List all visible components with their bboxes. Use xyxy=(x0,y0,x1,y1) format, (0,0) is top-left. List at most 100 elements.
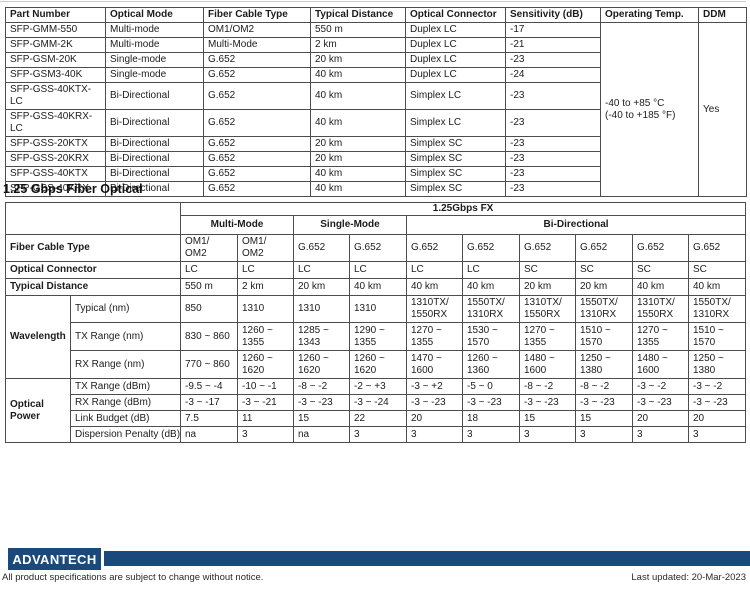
table-cell: 1260 ~ 1620 xyxy=(349,350,407,379)
part-number-cell: SFP-GSS-40KRX-LC xyxy=(5,109,106,137)
optical-power-group-label: Optical Power xyxy=(5,378,71,443)
table-cell: 1550TX/ 1310RX xyxy=(687,295,747,323)
fx-header-row: 1.25Gbps FX xyxy=(5,202,747,235)
table-cell: 830 ~ 860 xyxy=(180,322,238,351)
optical-connector-cell: Simplex SC xyxy=(405,181,506,197)
part-number-cell: SFP-GSS-40KTX-LC xyxy=(5,82,106,110)
table-cell: LC xyxy=(349,261,407,279)
column-header-optical-mode: Optical Mode xyxy=(105,7,204,23)
table-cell: -3 ~ -24 xyxy=(349,394,407,411)
typical-distance-cell: 20 km xyxy=(310,151,406,167)
table-cell: 20 km xyxy=(575,278,633,296)
table-cell: 20 xyxy=(406,410,463,427)
optical-connector-cell: Simplex LC xyxy=(405,109,506,137)
table-cell: 1270 ~ 1355 xyxy=(632,322,689,351)
table-cell: 20 km xyxy=(519,278,576,296)
row-label: Typical Distance xyxy=(5,278,181,296)
fiber-cable-type-cell: G.652 xyxy=(203,82,311,110)
optical-connector-row: Optical Connector LC LC LC LC LC LC SC S… xyxy=(5,261,747,279)
part-number-cell: SFP-GSM3-40K xyxy=(5,67,106,83)
dispersion-penalty-row: Dispersion Penalty (dB) na 3 na 3 3 3 3 … xyxy=(6,426,747,443)
optical-mode-cell: Single-mode xyxy=(105,67,204,83)
typical-distance-cell: 40 km xyxy=(310,82,406,110)
table-cell: SC xyxy=(575,261,633,279)
optical-connector-cell: Simplex SC xyxy=(405,151,506,167)
table-cell: 770 ~ 860 xyxy=(180,350,238,379)
table-cell: -10 ~ -1 xyxy=(237,378,294,395)
table-row: SFP-GMM-550 Multi-mode OM1/OM2 550 m Dup… xyxy=(5,22,747,197)
table-cell: 1260 ~ 1620 xyxy=(293,350,350,379)
optical-mode-cell: Bi-Directional xyxy=(105,109,204,137)
advantech-logo: ADVANTECH xyxy=(8,548,101,570)
typical-distance-cell: 20 km xyxy=(310,136,406,152)
page-footer: ADVANTECH All product specifications are… xyxy=(0,547,750,591)
typical-distance-cell: 2 km xyxy=(310,37,406,53)
table-cell: -3 ~ +2 xyxy=(406,378,463,395)
table-cell: -3 ~ -23 xyxy=(519,394,576,411)
table-cell: SC xyxy=(687,261,747,279)
table-cell: 1250 ~ 1380 xyxy=(687,350,747,379)
tx-range-dbm-row: Optical Power TX Range (dBm) -9.5 ~ -4 -… xyxy=(5,378,747,443)
table-cell: LC xyxy=(180,261,238,279)
typical-distance-cell: 20 km xyxy=(310,52,406,68)
table-cell: G.652 xyxy=(462,234,520,262)
table-cell: 11 xyxy=(237,410,294,427)
row-label: Typical (nm) xyxy=(70,295,181,323)
table-cell: 1310 xyxy=(293,295,350,323)
table-cell: -2 ~ +3 xyxy=(349,378,407,395)
table-cell: -9.5 ~ -4 xyxy=(180,378,238,395)
sfp-part-table: Part Number Optical Mode Fiber Cable Typ… xyxy=(5,7,747,197)
row-label: RX Range (nm) xyxy=(70,350,181,379)
table-header-row: Part Number Optical Mode Fiber Cable Typ… xyxy=(5,7,747,23)
row-label: Optical Connector xyxy=(5,261,181,279)
table-cell: 40 km xyxy=(632,278,689,296)
table-cell: 1510 ~ 1570 xyxy=(575,322,633,351)
sensitivity-cell: -24 xyxy=(505,67,601,83)
table-cell: 40 km xyxy=(462,278,520,296)
table-cell: 1470 ~ 1600 xyxy=(406,350,463,379)
table-cell: 1260 ~ 1355 xyxy=(237,322,294,351)
fiber-cable-type-cell: G.652 xyxy=(203,181,311,197)
footer-brand-bar xyxy=(104,551,750,566)
table-row: SFP-GSS-40KRX Bi-Directional G.652 40 km… xyxy=(5,181,747,197)
table-cell: na xyxy=(293,426,350,443)
optical-mode-cell: Bi-Directional xyxy=(105,136,204,152)
table-cell: 3 xyxy=(237,426,294,443)
fiber-cable-type-row: Fiber Cable Type OM1/ OM2 OM1/ OM2 G.652… xyxy=(5,234,747,262)
optical-mode-cell: Multi-mode xyxy=(105,37,204,53)
table-cell: 1260 ~ 1620 xyxy=(237,350,294,379)
table-cell: G.652 xyxy=(632,234,689,262)
table-cell: 3 xyxy=(632,426,689,443)
column-header-optical-connector: Optical Connector xyxy=(405,7,506,23)
table-cell: G.652 xyxy=(349,234,407,262)
table-cell: -8 ~ -2 xyxy=(519,378,576,395)
table-cell: SC xyxy=(519,261,576,279)
table-cell: 40 km xyxy=(687,278,747,296)
typical-nm-row: Wavelength Typical (nm) 850 1310 1310 13… xyxy=(5,295,747,379)
table-cell: 1310TX/ 1550RX xyxy=(406,295,463,323)
typical-distance-cell: 40 km xyxy=(310,109,406,137)
column-header-sensitivity: Sensitivity (dB) xyxy=(505,7,601,23)
optical-connector-cell: Simplex SC xyxy=(405,136,506,152)
table-cell: 18 xyxy=(462,410,520,427)
section-title: 1.25 Gbps Fiber Optical xyxy=(3,182,143,196)
column-header-typical-distance: Typical Distance xyxy=(310,7,406,23)
sensitivity-cell: -23 xyxy=(505,136,601,152)
table-cell: 22 xyxy=(349,410,407,427)
optical-connector-cell: Duplex LC xyxy=(405,37,506,53)
row-label: Dispersion Penalty (dB) xyxy=(70,426,181,443)
table-cell: OM1/ OM2 xyxy=(237,234,294,262)
footer-last-updated: Last updated: 20-Mar-2023 xyxy=(631,572,746,583)
fiber-cable-type-cell: OM1/OM2 xyxy=(203,22,311,38)
table-cell: 3 xyxy=(406,426,463,443)
operating-temp-cell: -40 to +85 °C (-40 to +185 °F) xyxy=(600,22,699,197)
fiber-cable-type-cell: G.652 xyxy=(203,52,311,68)
sensitivity-cell: -23 xyxy=(505,181,601,197)
fiber-cable-type-cell: G.652 xyxy=(203,109,311,137)
table-cell: G.652 xyxy=(293,234,350,262)
table-cell: G.652 xyxy=(406,234,463,262)
table-cell: 15 xyxy=(519,410,576,427)
rx-range-nm-row: RX Range (nm) 770 ~ 860 1260 ~ 1620 1260… xyxy=(6,350,747,379)
table-cell: 7.5 xyxy=(180,410,238,427)
table-cell: LC xyxy=(237,261,294,279)
